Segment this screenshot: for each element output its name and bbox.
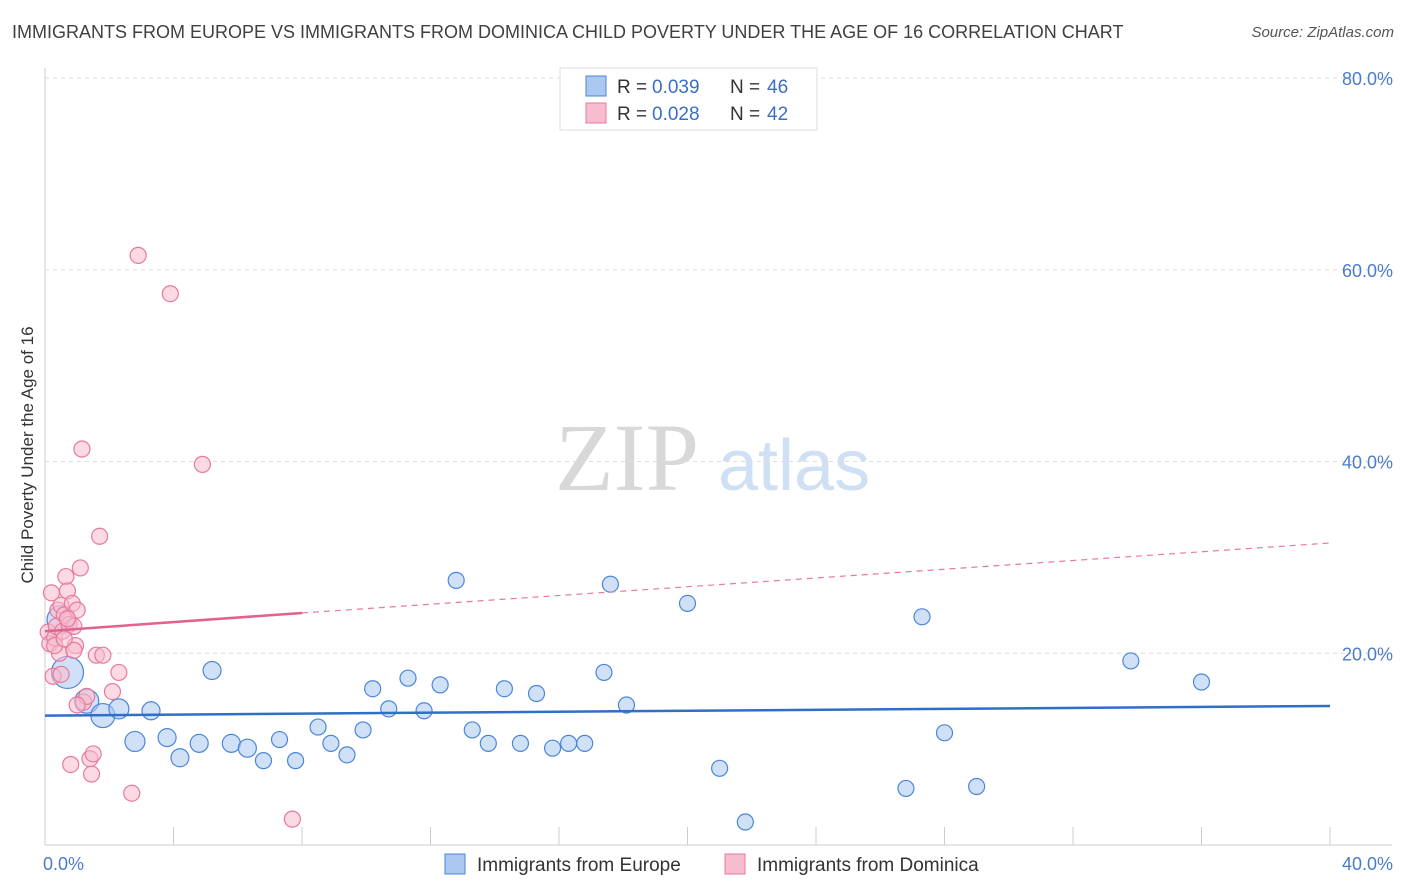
europe-point <box>170 748 190 768</box>
legend-r-value-dominica: 0.028 <box>652 104 700 125</box>
europe-point <box>124 730 146 753</box>
legend-n-label-dominica: N = <box>730 104 760 125</box>
europe-point <box>595 663 613 682</box>
europe-point <box>601 575 620 593</box>
europe-point <box>711 759 729 777</box>
legend-swatch-dominica <box>585 102 607 124</box>
europe-point <box>935 724 954 742</box>
y-tick-label: 40.0% <box>1342 453 1393 473</box>
europe-point <box>511 734 530 752</box>
legend-n-value-dominica: 42 <box>767 104 788 125</box>
bottom-legend-swatch-dominica <box>724 853 746 875</box>
europe-point <box>431 676 449 694</box>
legend-swatch-europe <box>585 75 607 97</box>
europe-point <box>527 684 546 703</box>
dominica-point <box>84 745 102 763</box>
legend-n-value-europe: 46 <box>767 77 788 98</box>
europe-point <box>189 733 209 753</box>
europe-point <box>157 728 177 748</box>
europe-point <box>354 721 372 739</box>
europe-point <box>968 777 986 796</box>
europe-point <box>270 730 289 749</box>
bottom-legend-label-europe: Immigrants from Europe <box>477 855 681 876</box>
europe-point <box>237 738 257 758</box>
europe-point <box>380 700 398 718</box>
europe-point <box>678 594 697 612</box>
dominica-point <box>71 559 89 577</box>
y-tick-label: 20.0% <box>1342 644 1393 664</box>
dominica-point <box>65 641 83 659</box>
europe-point <box>495 680 513 698</box>
legend-r-value-europe: 0.039 <box>652 77 700 98</box>
dominica-point <box>193 455 212 473</box>
x-tick-label-max: 40.0% <box>1342 854 1393 874</box>
bottom-legend-label-dominica: Immigrants from Dominica <box>757 855 979 876</box>
y-axis-label: Child Poverty Under the Age of 16 <box>18 326 37 583</box>
europe-point <box>202 660 222 681</box>
x-tick-label-min: 0.0% <box>43 854 84 874</box>
europe-point <box>897 779 915 798</box>
europe-point <box>286 752 305 770</box>
europe-point <box>141 701 161 721</box>
europe-point <box>322 734 340 752</box>
watermark-zip: ZIP <box>555 404 699 511</box>
europe-point <box>364 680 382 698</box>
dominica-point <box>55 630 73 648</box>
dominica-point <box>73 440 91 458</box>
dominica-point <box>283 810 301 828</box>
europe-point <box>543 739 562 757</box>
legend-r-label-dominica: R = <box>617 104 647 125</box>
legend-r-label-europe: R = <box>617 77 647 98</box>
dominica-point <box>62 755 80 774</box>
europe-point <box>617 696 636 714</box>
europe-point <box>736 813 754 831</box>
dominica-point <box>103 682 122 701</box>
europe-point <box>254 752 273 770</box>
europe-point <box>913 608 931 626</box>
source-label: Source: ZipAtlas.com <box>1251 24 1394 41</box>
y-tick-label: 80.0% <box>1342 69 1393 89</box>
europe-point <box>463 721 481 739</box>
europe-point <box>415 702 433 720</box>
europe-point <box>479 734 497 752</box>
dominica-trend-line <box>44 611 303 633</box>
watermark-atlas: atlas <box>718 426 870 506</box>
dominica-point <box>110 663 128 682</box>
dominica-point <box>161 285 179 303</box>
europe-trend-line <box>44 704 1331 717</box>
europe-point <box>399 669 417 687</box>
dominica-point <box>129 246 147 264</box>
bottom-legend-swatch-europe <box>444 853 466 875</box>
dominica-point <box>94 646 112 664</box>
dominica-point <box>52 665 70 683</box>
europe-point <box>560 734 578 752</box>
dominica-point <box>123 784 141 802</box>
dominica-point <box>91 527 109 545</box>
europe-point <box>1192 673 1211 691</box>
europe-point <box>1122 652 1140 670</box>
europe-point <box>221 733 241 753</box>
bottom-legend: Immigrants from Europe Immigrants from D… <box>444 853 979 876</box>
dominica-point <box>58 610 77 628</box>
legend-n-label-europe: N = <box>730 77 760 98</box>
europe-point <box>447 571 465 589</box>
dominica-point <box>57 567 75 586</box>
chart-title: IMMIGRANTS FROM EUROPE VS IMMIGRANTS FRO… <box>12 22 1124 42</box>
dominica-point <box>68 696 86 714</box>
europe-point <box>338 746 356 764</box>
y-tick-label: 60.0% <box>1342 261 1393 281</box>
europe-point <box>576 734 594 752</box>
europe-point <box>309 718 327 736</box>
dominica-point <box>82 765 101 783</box>
dominica-trend-extension <box>301 542 1331 614</box>
stats-legend: R = 0.039 N = 46 R = 0.028 N = 42 <box>559 67 818 131</box>
